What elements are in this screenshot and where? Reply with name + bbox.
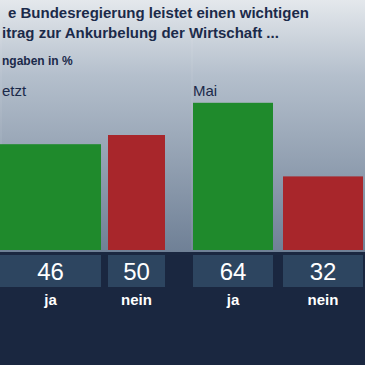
bar — [283, 176, 363, 250]
category-label: nein — [121, 291, 152, 308]
category-label: nein — [308, 291, 339, 308]
label-box — [0, 255, 101, 287]
data-label: 46 — [37, 258, 64, 285]
data-label: 50 — [123, 258, 150, 285]
bar — [193, 103, 273, 250]
footer-band — [0, 252, 365, 365]
label-box — [283, 255, 363, 287]
label-box — [108, 255, 165, 287]
bars — [193, 103, 363, 250]
category-label: ja — [43, 291, 57, 308]
background — [0, 0, 365, 252]
title: e Bundesregierung leistet einen wichtige… — [2, 4, 309, 41]
bars — [0, 135, 165, 250]
category-label: ja — [226, 291, 240, 308]
label-box — [193, 255, 273, 287]
chart-root: e Bundesregierung leistet einen wichtige… — [0, 0, 365, 365]
subtitle: ngaben in % — [2, 54, 73, 68]
bar — [0, 144, 101, 250]
axis-line — [192, 20, 193, 250]
data-label: 32 — [310, 258, 337, 285]
data-label: 64 — [220, 258, 247, 285]
bar — [108, 135, 165, 250]
period-label: etzt — [2, 82, 27, 99]
chart-svg: e Bundesregierung leistet einen wichtige… — [0, 0, 365, 365]
period-label: Mai — [193, 82, 217, 99]
